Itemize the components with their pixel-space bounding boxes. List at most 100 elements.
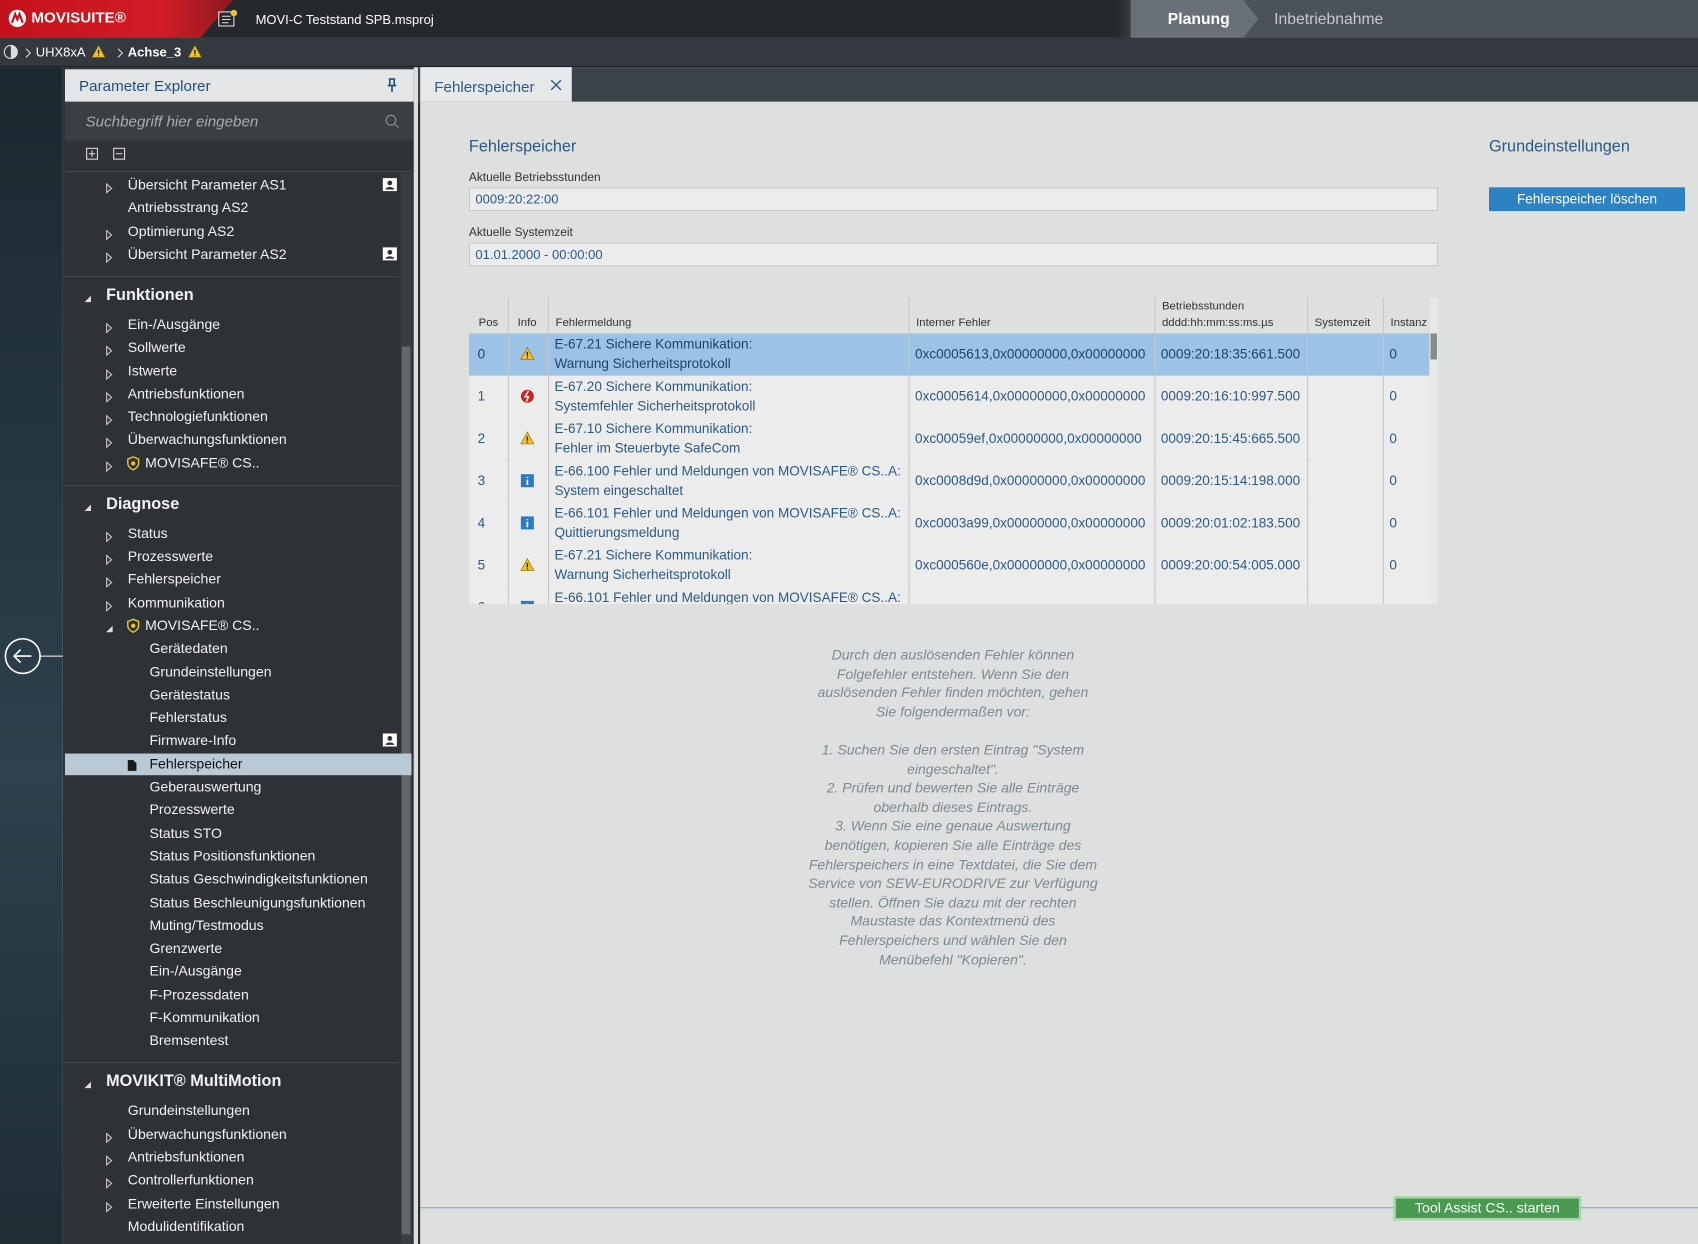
close-x — [550, 79, 562, 91]
collapse-button[interactable] — [3, 637, 64, 676]
tree-item[interactable]: Erweiterte Einstellungen — [127, 1194, 280, 1211]
pin-icon[interactable] — [386, 78, 399, 93]
breadcrumb-item[interactable]: Achse_3 — [127, 44, 182, 60]
tree-item[interactable]: Status Positionsfunktionen — [149, 847, 316, 864]
tree-item[interactable]: Controllerfunktionen — [127, 1171, 254, 1188]
expander[interactable] — [105, 435, 114, 449]
expander[interactable] — [105, 1198, 114, 1213]
tree-item[interactable]: Antriebsstrang AS2 — [127, 199, 249, 216]
tree-item[interactable]: Muting/Testmodus — [149, 916, 264, 934]
collapse-all[interactable] — [113, 147, 126, 160]
expander[interactable] — [105, 551, 114, 566]
expander[interactable] — [83, 499, 92, 511]
column-header: Info — [517, 316, 537, 330]
tree-item[interactable]: F-Kommunikation — [149, 1009, 260, 1026]
tree-separator — [64, 484, 399, 486]
expander[interactable] — [83, 290, 92, 302]
icon-part — [106, 391, 113, 403]
workflow-tab[interactable]: Inbetriebnahme — [1274, 10, 1384, 29]
expander[interactable] — [105, 458, 114, 472]
tree-tool-icons[interactable] — [86, 147, 129, 162]
expander[interactable] — [105, 574, 114, 589]
expander[interactable] — [105, 365, 114, 380]
tree-item[interactable]: Status — [127, 524, 168, 542]
table-row[interactable] — [468, 375, 1430, 419]
expander[interactable] — [105, 1152, 114, 1167]
table-row[interactable] — [468, 417, 1430, 462]
table-row[interactable] — [468, 502, 1430, 546]
tree-item[interactable]: Fehlerspeicher — [127, 570, 221, 588]
expander[interactable] — [105, 319, 114, 334]
expander[interactable] — [105, 528, 114, 543]
tree-item[interactable]: Firmware-Info — [149, 732, 237, 749]
tree-item[interactable]: Status Beschleunigungsfunktionen — [149, 893, 366, 910]
tree-item[interactable]: Grenzwerte — [149, 939, 223, 957]
tree-item[interactable]: Ein-/Ausgänge — [127, 316, 221, 333]
hint-line: 1. Suchen Sie den ersten Eintrag "System — [821, 741, 1085, 758]
table-scroll-thumb[interactable] — [1430, 333, 1438, 360]
column-header: Fehlermeldung — [555, 316, 632, 330]
table-row[interactable] — [468, 544, 1430, 588]
table-cell: 0 — [1389, 346, 1397, 362]
icon-part — [106, 577, 113, 589]
tree-item[interactable]: Gerätestatus — [149, 686, 231, 703]
tree-item[interactable]: Kommunikation — [127, 593, 225, 611]
tree-item[interactable]: Gerätedaten — [149, 640, 228, 657]
tree-item[interactable]: Fehlerstatus — [149, 709, 227, 726]
tree-item[interactable]: MOVISAFE® CS.. — [145, 617, 260, 634]
tree-item[interactable]: Technologiefunktionen — [127, 408, 268, 425]
tree-item[interactable]: Grundeinstellungen — [149, 663, 272, 680]
icon-part — [520, 389, 534, 403]
expander[interactable] — [105, 620, 114, 633]
tree-separator — [64, 275, 399, 278]
tree-item[interactable]: Istwerte — [127, 362, 178, 379]
tree-item[interactable]: Diagnose — [106, 494, 180, 513]
tree-item[interactable]: Übersicht Parameter AS1 — [127, 176, 287, 193]
tree-item[interactable]: Status STO — [149, 824, 222, 841]
tree-item[interactable]: Übersicht Parameter AS2 — [127, 245, 287, 262]
tree-item[interactable]: Prozesswerte — [127, 547, 214, 565]
expander[interactable] — [105, 597, 114, 612]
expander[interactable] — [105, 1175, 114, 1190]
tab-close[interactable] — [550, 79, 562, 91]
expander[interactable] — [105, 180, 114, 194]
tree-item[interactable]: Ein-/Ausgänge — [149, 962, 242, 980]
workflow-tab[interactable]: Planung — [1167, 10, 1230, 29]
tree-item[interactable]: Prozesswerte — [149, 801, 235, 818]
tree-item[interactable]: Modulidentifikation — [127, 1217, 245, 1235]
tree-item[interactable]: Antriebsfunktionen — [127, 385, 245, 402]
tree-item[interactable]: Sollwerte — [127, 339, 186, 356]
shield-icon — [127, 618, 140, 633]
tree-item[interactable]: Antriebsfunktionen — [127, 1148, 245, 1165]
tree-item[interactable]: Überwachungsfunktionen — [127, 1125, 287, 1142]
tree-item[interactable]: MOVIKIT® MultiMotion — [106, 1072, 282, 1091]
expander[interactable] — [105, 412, 114, 426]
breadcrumb-item[interactable]: UHX8xA — [35, 44, 86, 60]
clear-button[interactable]: Fehlerspeicher löschen — [1489, 187, 1686, 212]
tree-item[interactable]: Status Geschwindigkeitsfunktionen — [149, 870, 368, 887]
document-tab[interactable] — [420, 67, 572, 102]
expand-all[interactable] — [86, 147, 99, 160]
tree-item[interactable]: MOVISAFE® CS.. — [145, 454, 260, 471]
icon-part — [106, 437, 113, 449]
expander[interactable] — [105, 388, 114, 403]
tree-scroll-thumb[interactable] — [401, 346, 411, 1235]
expander[interactable] — [105, 342, 114, 357]
tree-item[interactable]: Fehlerspeicher — [149, 755, 243, 772]
tool-assist-button[interactable]: Tool Assist CS.. starten — [1393, 1196, 1582, 1221]
expander[interactable] — [105, 1129, 114, 1143]
expander[interactable] — [105, 249, 114, 264]
tree-item[interactable]: Geberauswertung — [149, 778, 262, 795]
tree-item[interactable]: Überwachungsfunktionen — [127, 431, 287, 448]
tree-item[interactable]: Optimierung AS2 — [127, 222, 235, 239]
home-icon[interactable] — [3, 44, 18, 60]
search-box[interactable] — [64, 101, 414, 141]
tree-item[interactable]: F-Prozessdaten — [149, 985, 249, 1003]
tree-item[interactable]: Bremsentest — [149, 1032, 229, 1049]
tree-item[interactable]: Funktionen — [106, 285, 194, 305]
tree-item[interactable]: Grundeinstellungen — [127, 1102, 250, 1119]
expander[interactable] — [105, 226, 114, 241]
search-icon[interactable] — [384, 114, 399, 129]
table-row[interactable] — [468, 586, 1430, 605]
expander[interactable] — [83, 1077, 92, 1089]
